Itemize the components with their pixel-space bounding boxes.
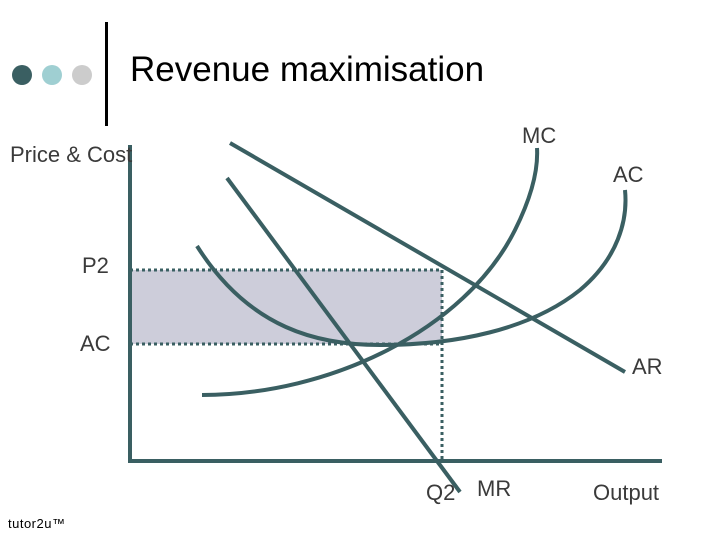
brand-logo-text: tutor2u™ — [8, 516, 66, 531]
dark-dot — [12, 65, 32, 85]
y-axis-label: Price & Cost — [10, 142, 133, 167]
title-divider — [105, 22, 108, 126]
page-title: Revenue maximisation — [130, 50, 485, 89]
shaded-area — [130, 270, 442, 344]
x-axis-label: Output — [593, 480, 660, 505]
mr-label: MR — [477, 476, 512, 501]
mc-curve — [201, 147, 540, 397]
ac-u-curve — [195, 189, 628, 348]
ac-level-label: AC — [80, 331, 111, 356]
q2-label: Q2 — [426, 480, 456, 505]
ar-label: AR — [632, 354, 663, 379]
light-dot — [42, 65, 62, 85]
mc-label: MC — [522, 123, 557, 148]
grey-dot — [72, 65, 92, 85]
mr-curve — [225, 176, 462, 494]
ac-curve-label: AC — [613, 162, 644, 187]
decorative-dots — [0, 0, 100, 130]
ar-curve — [228, 141, 627, 374]
p2-label: P2 — [82, 253, 109, 278]
